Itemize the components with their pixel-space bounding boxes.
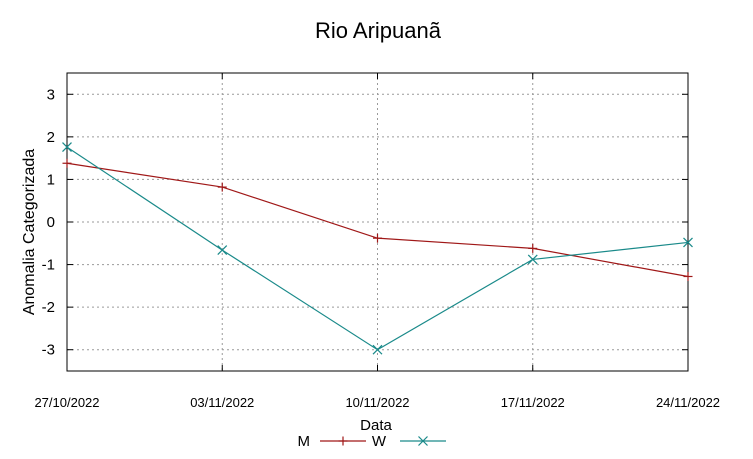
y-tick-label: -1 xyxy=(42,257,55,274)
data-point-W xyxy=(217,245,228,256)
marker-stroke xyxy=(527,254,538,265)
y-tick-label: 0 xyxy=(47,214,55,231)
data-point-M xyxy=(683,271,693,281)
y-tick-label: 3 xyxy=(47,86,55,103)
x-tick-label: 24/11/2022 xyxy=(656,395,720,410)
x-tick-label: 27/10/2022 xyxy=(34,395,99,410)
x-axis-label: Data xyxy=(360,417,392,434)
marker-stroke xyxy=(372,344,383,355)
legend-label: M xyxy=(298,433,311,450)
data-point-W xyxy=(372,344,383,355)
y-tick-label: 2 xyxy=(47,129,55,146)
y-tick-label: 1 xyxy=(47,171,55,188)
data-point-M xyxy=(62,158,72,168)
y-tick-label: -2 xyxy=(42,299,55,316)
legend-marker xyxy=(338,436,348,446)
x-tick-label: 17/11/2022 xyxy=(501,395,565,410)
data-point-W xyxy=(62,142,72,152)
chart-title: Rio Aripuanã xyxy=(315,18,442,43)
marker-stroke xyxy=(683,237,693,248)
data-point-W xyxy=(683,237,693,248)
data-point-M xyxy=(528,243,538,253)
x-tick-label: 10/11/2022 xyxy=(345,395,409,410)
y-tick-label: -3 xyxy=(42,342,55,359)
marker-stroke xyxy=(418,436,428,446)
grid-layer xyxy=(67,73,688,371)
marker-stroke xyxy=(217,245,228,256)
marker-stroke xyxy=(62,142,72,152)
x-tick-label: 03/11/2022 xyxy=(190,395,254,410)
data-point-M xyxy=(217,182,227,192)
legend-marker xyxy=(418,436,428,446)
y-axis-label: Anomalia Categorizada xyxy=(21,149,38,315)
series-layer xyxy=(62,142,693,355)
legend-label: W xyxy=(372,433,387,450)
data-point-M xyxy=(373,233,382,243)
plot-frame xyxy=(66,72,689,372)
data-point-W xyxy=(527,254,538,265)
